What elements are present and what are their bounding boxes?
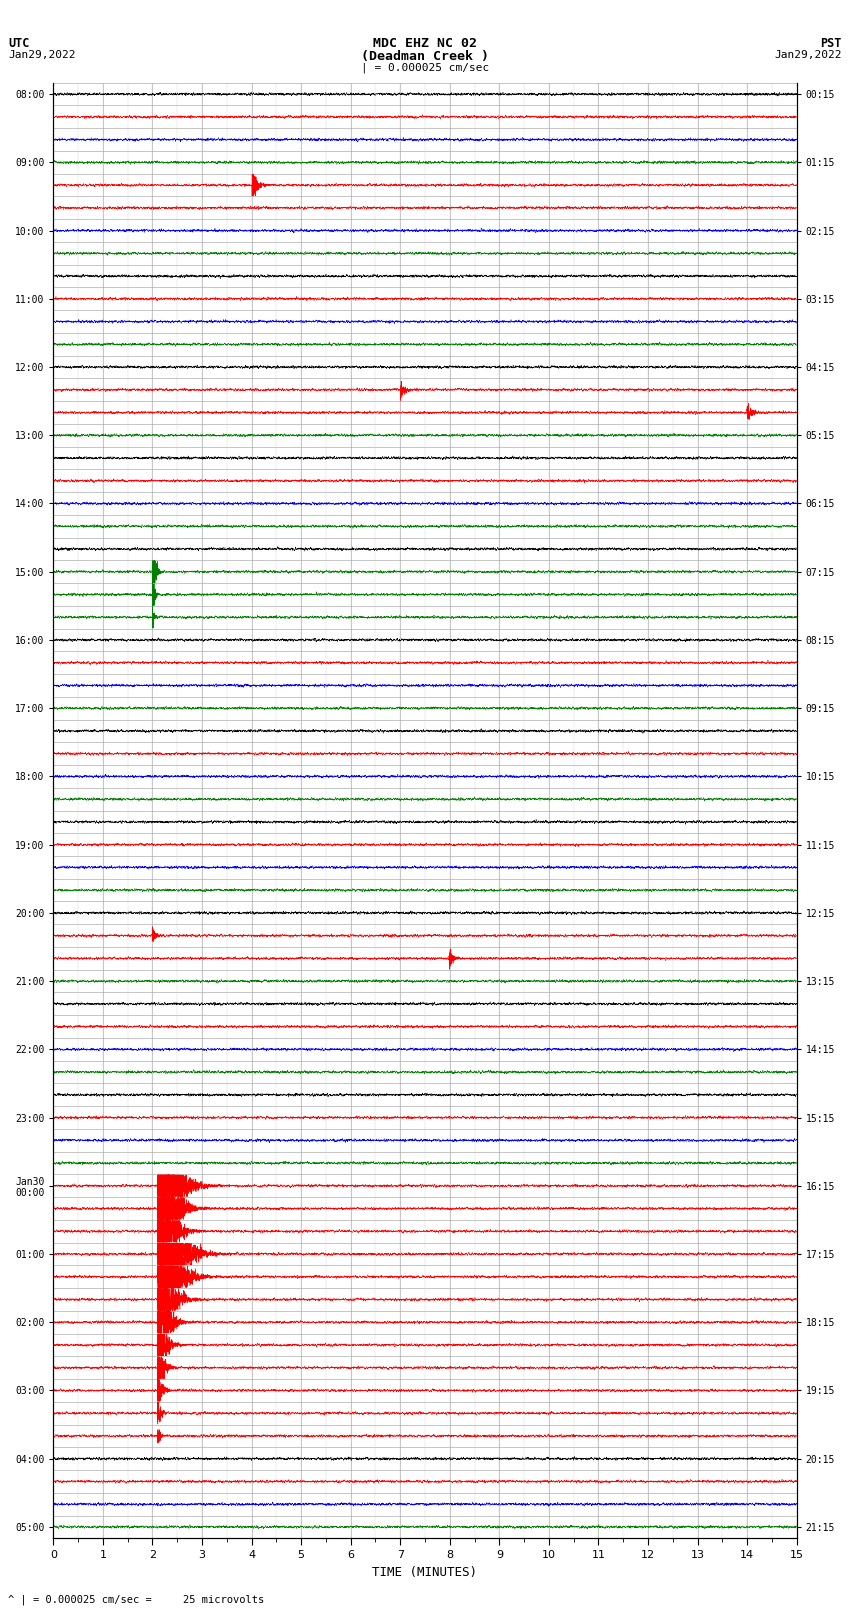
Text: | = 0.000025 cm/sec: | = 0.000025 cm/sec <box>361 63 489 74</box>
Text: Jan29,2022: Jan29,2022 <box>8 50 76 60</box>
Text: MDC EHZ NC 02: MDC EHZ NC 02 <box>373 37 477 50</box>
Text: (Deadman Creek ): (Deadman Creek ) <box>361 50 489 63</box>
Text: Jan29,2022: Jan29,2022 <box>774 50 842 60</box>
Text: ^ | = 0.000025 cm/sec =     25 microvolts: ^ | = 0.000025 cm/sec = 25 microvolts <box>8 1594 264 1605</box>
X-axis label: TIME (MINUTES): TIME (MINUTES) <box>372 1566 478 1579</box>
Text: PST: PST <box>820 37 842 50</box>
Text: UTC: UTC <box>8 37 30 50</box>
